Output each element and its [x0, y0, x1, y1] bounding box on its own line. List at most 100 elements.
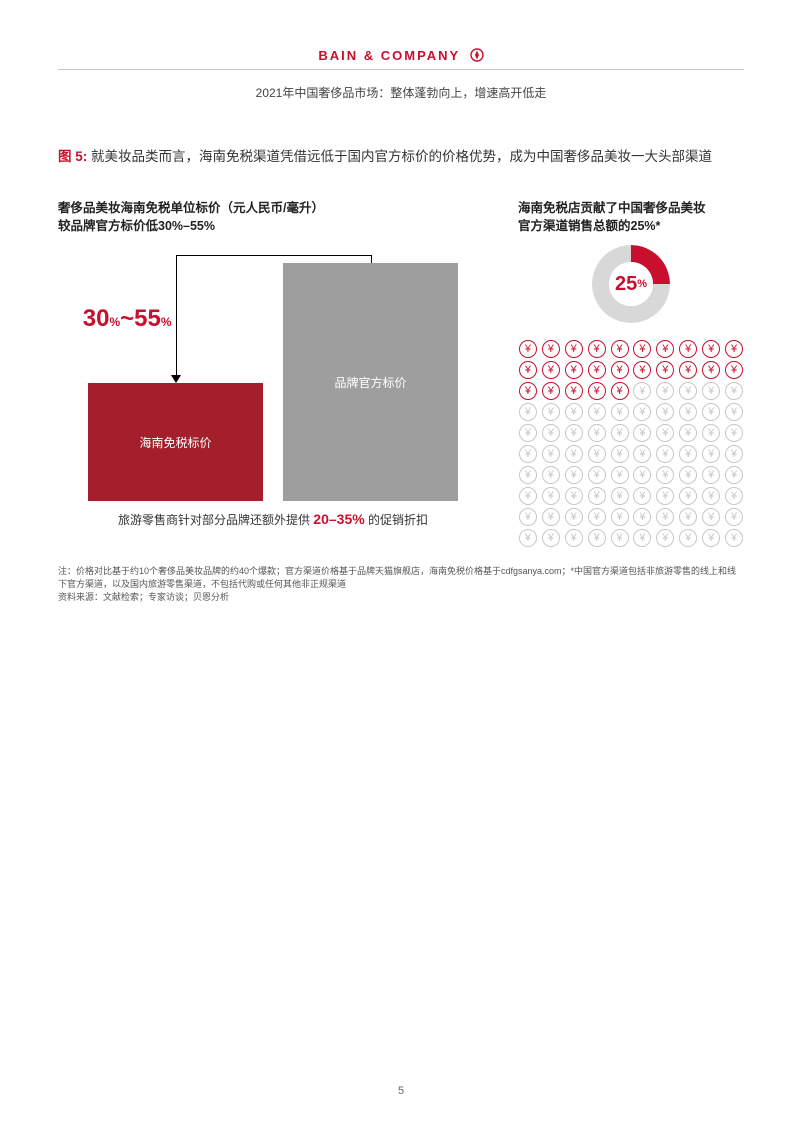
yen-coin-icon: ¥ [656, 403, 674, 421]
yen-coin-icon: ¥ [588, 382, 606, 400]
yen-coin-icon: ¥ [519, 424, 537, 442]
yen-coin-icon: ¥ [702, 529, 720, 547]
yen-coin-icon: ¥ [633, 361, 651, 379]
footnote-line1: 注：价格对比基于约10个奢侈品美妆品牌的约40个爆款；官方渠道价格基于品牌天猫旗… [58, 565, 744, 591]
bar-official: 品牌官方标价 [283, 263, 458, 501]
yen-coin-icon: ¥ [565, 466, 583, 484]
yen-coin-icon: ¥ [725, 424, 743, 442]
yen-coin-icon: ¥ [702, 445, 720, 463]
yen-coin-icon: ¥ [656, 382, 674, 400]
yen-coin-icon: ¥ [702, 424, 720, 442]
yen-coin-icon: ¥ [702, 403, 720, 421]
yen-coin-icon: ¥ [633, 382, 651, 400]
yen-coin-icon: ¥ [725, 361, 743, 379]
left-heading-line2: 较品牌官方标价低30%–55% [58, 217, 488, 235]
yen-coin-icon: ¥ [588, 340, 606, 358]
yen-coin-icon: ¥ [519, 361, 537, 379]
yen-coin-icon: ¥ [565, 445, 583, 463]
right-heading-line2: 官方渠道销售总额的25%* [518, 217, 744, 235]
caption-suffix: 的促销折扣 [365, 513, 428, 527]
yen-coin-icon: ¥ [656, 340, 674, 358]
yen-coin-icon: ¥ [702, 487, 720, 505]
bar-chart: 海南免税标价品牌官方标价 30%~55% [58, 241, 488, 501]
bar-hainan: 海南免税标价 [88, 383, 263, 501]
yen-coin-icon: ¥ [725, 403, 743, 421]
yen-coin-icon: ¥ [725, 382, 743, 400]
pictograph-grid: ¥ ¥ ¥ ¥ ¥ ¥ ¥ ¥ ¥ ¥ ¥ ¥ ¥ ¥ ¥ ¥ ¥ ¥ ¥ ¥ ¥ ¥ ¥ ¥ ¥ ¥ ¥ ¥ ¥ ¥ ¥ ¥ ¥ ¥ ¥ ¥ ¥ ¥ ¥ ¥… [518, 340, 744, 547]
yen-coin-icon: ¥ [565, 382, 583, 400]
yen-coin-icon: ¥ [725, 340, 743, 358]
yen-coin-icon: ¥ [656, 424, 674, 442]
yen-coin-icon: ¥ [679, 508, 697, 526]
yen-coin-icon: ¥ [633, 487, 651, 505]
yen-coin-icon: ¥ [679, 445, 697, 463]
yen-coin-icon: ¥ [633, 508, 651, 526]
yen-coin-icon: ¥ [542, 340, 560, 358]
figure-label: 图 5: [58, 149, 87, 164]
yen-coin-icon: ¥ [611, 340, 629, 358]
yen-coin-icon: ¥ [656, 445, 674, 463]
yen-coin-icon: ¥ [702, 508, 720, 526]
yen-coin-icon: ¥ [565, 529, 583, 547]
bracket-horizontal [176, 255, 371, 256]
yen-coin-icon: ¥ [725, 487, 743, 505]
yen-coin-icon: ¥ [633, 340, 651, 358]
brand-compass-icon [470, 48, 484, 62]
brand-text: BAIN & COMPANY [318, 48, 460, 63]
yen-coin-icon: ¥ [656, 529, 674, 547]
yen-coin-icon: ¥ [679, 403, 697, 421]
yen-coin-icon: ¥ [588, 487, 606, 505]
yen-coin-icon: ¥ [702, 340, 720, 358]
right-heading-line1: 海南免税店贡献了中国奢侈品美妆 [518, 199, 744, 217]
bracket-right-vertical [371, 255, 372, 263]
diff-percentage-label: 30%~55% [76, 305, 172, 333]
figure-title: 图 5: 就美妆品类而言，海南免税渠道凭借远低于国内官方标价的价格优势，成为中国… [58, 145, 744, 165]
yen-coin-icon: ¥ [633, 424, 651, 442]
yen-coin-icon: ¥ [679, 487, 697, 505]
left-chart-heading: 奢侈品美妆海南免税单位标价（元人民币/毫升） 较品牌官方标价低30%–55% [58, 199, 488, 235]
yen-coin-icon: ¥ [725, 445, 743, 463]
yen-coin-icon: ¥ [519, 508, 537, 526]
yen-coin-icon: ¥ [519, 382, 537, 400]
caption-accent: 20–35% [313, 511, 364, 527]
yen-coin-icon: ¥ [725, 466, 743, 484]
yen-coin-icon: ¥ [588, 445, 606, 463]
figure-title-text: 就美妆品类而言，海南免税渠道凭借远低于国内官方标价的价格优势，成为中国奢侈品美妆… [91, 149, 712, 164]
footnote-line2: 资料来源：文献检索；专家访谈；贝恩分析 [58, 591, 744, 604]
yen-coin-icon: ¥ [519, 403, 537, 421]
yen-coin-icon: ¥ [588, 424, 606, 442]
yen-coin-icon: ¥ [656, 487, 674, 505]
yen-coin-icon: ¥ [611, 382, 629, 400]
bracket-left-vertical [176, 255, 177, 377]
header-rule [58, 69, 744, 70]
yen-coin-icon: ¥ [542, 529, 560, 547]
yen-coin-icon: ¥ [679, 340, 697, 358]
yen-coin-icon: ¥ [702, 466, 720, 484]
yen-coin-icon: ¥ [633, 466, 651, 484]
yen-coin-icon: ¥ [565, 487, 583, 505]
yen-coin-icon: ¥ [633, 445, 651, 463]
yen-coin-icon: ¥ [542, 361, 560, 379]
yen-coin-icon: ¥ [702, 361, 720, 379]
content-row: 奢侈品美妆海南免税单位标价（元人民币/毫升） 较品牌官方标价低30%–55% 海… [58, 199, 744, 547]
yen-coin-icon: ¥ [611, 466, 629, 484]
yen-coin-icon: ¥ [679, 361, 697, 379]
yen-coin-icon: ¥ [565, 508, 583, 526]
right-column: 海南免税店贡献了中国奢侈品美妆 官方渠道销售总额的25%* 25% ¥¥¥¥¥¥… [518, 199, 744, 547]
caption-prefix: 旅游零售商针对部分品牌还额外提供 [118, 513, 313, 527]
arrow-down-icon [171, 375, 181, 383]
yen-coin-icon: ¥ [611, 508, 629, 526]
yen-coin-icon: ¥ [702, 382, 720, 400]
yen-coin-icon: ¥ [588, 508, 606, 526]
yen-coin-icon: ¥ [611, 424, 629, 442]
yen-coin-icon: ¥ [611, 403, 629, 421]
yen-coin-icon: ¥ [633, 403, 651, 421]
donut-chart: 25% [518, 245, 744, 328]
yen-coin-icon: ¥ [611, 529, 629, 547]
yen-coin-icon: ¥ [656, 508, 674, 526]
yen-coin-icon: ¥ [679, 466, 697, 484]
left-column: 奢侈品美妆海南免税单位标价（元人民币/毫升） 较品牌官方标价低30%–55% 海… [58, 199, 488, 528]
yen-coin-icon: ¥ [519, 340, 537, 358]
left-chart-caption: 旅游零售商针对部分品牌还额外提供 20–35% 的促销折扣 [58, 511, 488, 528]
yen-coin-icon: ¥ [542, 382, 560, 400]
